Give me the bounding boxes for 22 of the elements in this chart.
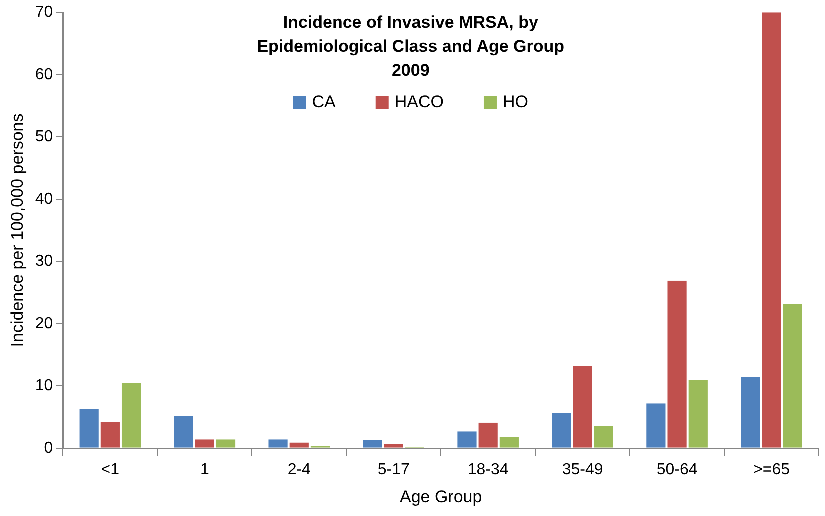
y-tick-label: 60 (35, 66, 54, 84)
x-tick-label: >=65 (754, 461, 790, 478)
y-tick-label: 10 (35, 378, 54, 395)
x-tick-label: 5-17 (378, 461, 410, 478)
y-axis-title: Incidence per 100,000 persons (8, 114, 27, 348)
x-tick-label: 1 (200, 461, 210, 478)
x-tick-label: 2-4 (288, 461, 312, 478)
y-tick-label: 20 (35, 315, 54, 332)
x-axis-title: Age Group (400, 487, 482, 506)
x-tick-label: <1 (101, 461, 120, 478)
legend-label: HACO (394, 92, 444, 112)
x-tick-label: 50-64 (656, 461, 698, 478)
x-tick-label: 35-49 (562, 461, 604, 478)
legend-label: HO (502, 92, 528, 112)
y-tick-label: 30 (35, 253, 54, 270)
x-tick-label: 18-34 (468, 461, 509, 478)
y-tick-label: 70 (35, 4, 54, 22)
y-tick-label: 0 (44, 440, 54, 457)
y-tick-label: 40 (35, 190, 54, 208)
text: Incidence of Invasive MRSA, by Epidemiological Class and Age Group 2009 (257, 12, 565, 80)
legend-label: CA (312, 92, 337, 112)
y-tick-label: 50 (35, 128, 54, 146)
